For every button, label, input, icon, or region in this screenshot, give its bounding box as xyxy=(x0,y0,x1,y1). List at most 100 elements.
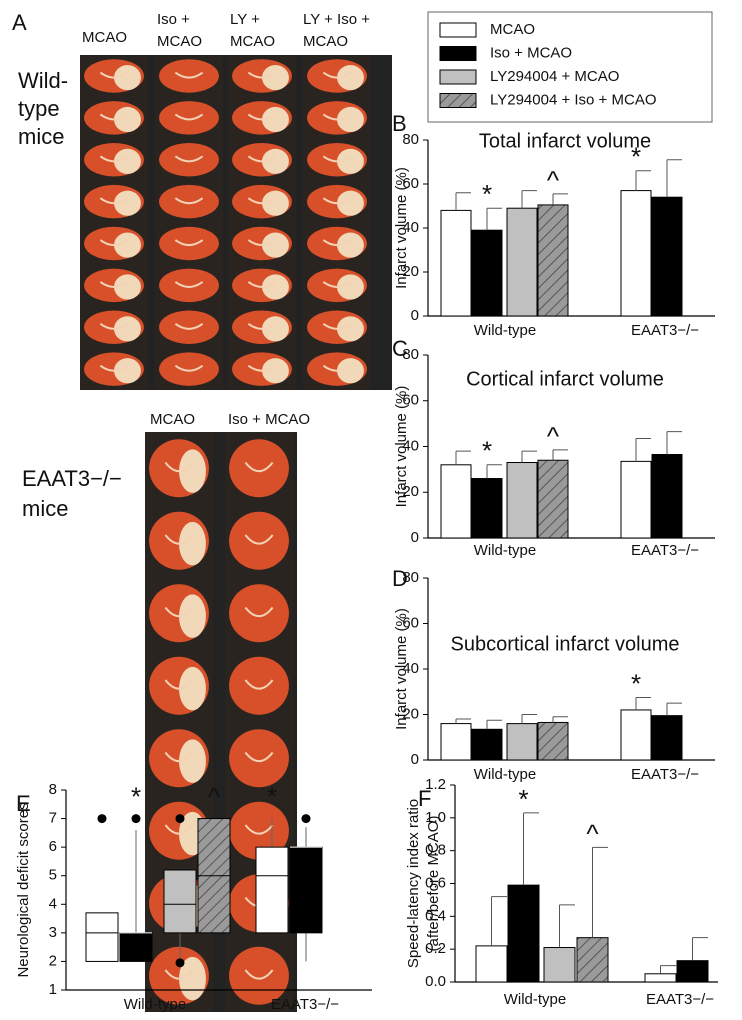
error-bar xyxy=(552,449,568,461)
ventricle xyxy=(322,364,352,372)
ventricle xyxy=(99,71,129,79)
infarct xyxy=(262,106,289,133)
bar xyxy=(651,454,683,539)
brain-slice xyxy=(229,439,289,498)
row-label: EAAT3−/− xyxy=(22,466,122,491)
bar xyxy=(676,960,709,983)
x-tick-label: EAAT3−/− xyxy=(631,766,699,783)
panel-letter: A xyxy=(12,10,27,35)
box xyxy=(85,912,119,962)
row-label: type xyxy=(18,96,60,121)
significance-mark: * xyxy=(482,436,492,466)
ventricle xyxy=(247,239,277,247)
error-bar xyxy=(455,192,471,211)
y-axis-label: (after/before MCAO) xyxy=(425,816,442,952)
infarct xyxy=(337,148,364,174)
outlier xyxy=(97,814,107,824)
x-tick-label: EAAT3−/− xyxy=(271,996,339,1013)
ventricle xyxy=(244,679,274,690)
outlier xyxy=(175,814,185,824)
infarct xyxy=(114,358,141,384)
ventricle xyxy=(99,239,129,247)
y-tick-label: 40 xyxy=(402,660,419,677)
ventricle xyxy=(164,679,194,690)
infarct xyxy=(262,65,289,91)
ventricle xyxy=(244,824,274,835)
y-tick-label: 1.2 xyxy=(425,776,446,793)
ventricle xyxy=(322,71,352,79)
ventricle xyxy=(322,197,352,205)
legend-swatch xyxy=(439,46,477,61)
infarct xyxy=(114,316,141,342)
infarct xyxy=(179,666,206,711)
bar xyxy=(620,709,652,761)
infarct xyxy=(179,739,206,783)
ventricle xyxy=(244,534,274,545)
ventricle xyxy=(322,281,352,288)
legend-swatch xyxy=(439,93,477,108)
brain-slice xyxy=(159,226,219,261)
y-axis-label: Infarct volume (%) xyxy=(393,608,410,730)
y-tick-label: 2 xyxy=(49,952,57,969)
infarct xyxy=(179,449,206,493)
infarct xyxy=(337,190,364,216)
legend-swatch xyxy=(439,22,477,38)
legend-label: MCAO xyxy=(490,21,535,38)
y-tick-label: 60 xyxy=(402,614,419,631)
significance-mark: ^ xyxy=(586,818,599,848)
bar xyxy=(620,190,652,317)
infarct xyxy=(179,521,206,566)
outlier xyxy=(175,958,185,968)
error-bar xyxy=(660,965,676,974)
column-header: MCAO xyxy=(303,33,348,50)
ventricle xyxy=(164,534,194,545)
bar xyxy=(471,478,503,539)
brain-slice xyxy=(159,101,219,135)
bar xyxy=(506,462,538,539)
error-bar xyxy=(521,190,537,209)
brain-slice xyxy=(229,584,289,643)
infarct xyxy=(262,274,289,300)
ventricle xyxy=(244,461,274,473)
bar xyxy=(651,715,683,761)
row-label: Wild- xyxy=(18,68,68,93)
error-bar xyxy=(455,718,471,724)
ventricle xyxy=(174,323,204,330)
x-tick-label: Wild-type xyxy=(474,542,537,559)
brain-slice xyxy=(229,729,289,788)
infarct xyxy=(114,106,141,133)
infarct xyxy=(114,148,141,174)
brain-slice xyxy=(229,511,289,570)
ventricle xyxy=(244,969,274,980)
brain-slice xyxy=(159,59,219,93)
error-bar xyxy=(666,159,682,198)
ventricle xyxy=(174,155,204,163)
x-tick-label: Wild-type xyxy=(474,322,537,339)
panel-letter: D xyxy=(392,566,408,591)
bar xyxy=(506,207,538,317)
ventricle xyxy=(247,71,277,79)
ventricle xyxy=(164,606,194,618)
y-tick-label: 0 xyxy=(411,529,419,546)
y-tick-label: 80 xyxy=(402,346,419,363)
y-tick-label: 0.0 xyxy=(425,973,446,990)
infarct xyxy=(114,190,141,216)
brain-slice xyxy=(229,656,289,715)
column-header: Iso + MCAO xyxy=(228,411,310,428)
error-bar xyxy=(486,207,502,231)
legend-label: LY294004 + Iso + MCAO xyxy=(490,91,657,108)
infarct xyxy=(337,358,364,384)
brain-slice xyxy=(229,801,289,860)
y-axis-label: Neurological deficit scores xyxy=(15,802,32,977)
y-tick-label: 40 xyxy=(402,219,419,236)
bar xyxy=(651,196,683,317)
ventricle xyxy=(322,239,352,247)
y-tick-label: 3 xyxy=(49,924,57,941)
infarct xyxy=(262,358,289,384)
row-label: mice xyxy=(22,496,68,521)
y-tick-label: 6 xyxy=(49,838,57,855)
y-tick-label: 0.8 xyxy=(425,842,446,859)
legend-swatch xyxy=(439,69,477,85)
ventricle xyxy=(99,281,129,288)
ventricle xyxy=(99,155,129,163)
